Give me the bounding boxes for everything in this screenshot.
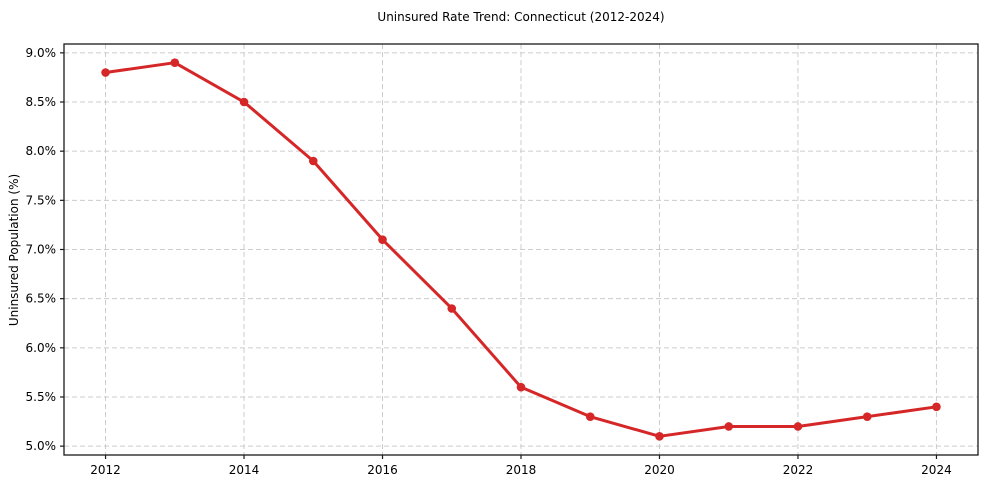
x-tick-label: 2014 [229, 463, 260, 477]
data-point [793, 422, 803, 431]
data-point [239, 97, 249, 107]
data-point [862, 412, 872, 421]
data-point [447, 304, 457, 313]
data-point [655, 432, 664, 441]
data-point [932, 402, 941, 412]
y-tick-label: 6.0% [26, 341, 57, 355]
y-tick-label: 5.0% [26, 439, 57, 453]
data-point [724, 422, 734, 431]
x-tick-label: 2024 [921, 463, 952, 477]
y-tick-label: 6.5% [26, 292, 57, 306]
data-point [378, 235, 387, 244]
x-tick-label: 2018 [506, 463, 537, 477]
data-point [516, 382, 526, 392]
x-tick-label: 2022 [783, 463, 814, 477]
x-tick-label: 2020 [644, 463, 675, 477]
data-point [170, 58, 180, 67]
chart-title: Uninsured Rate Trend: Connecticut (2012-… [377, 10, 665, 24]
data-point [308, 156, 318, 166]
y-tick-label: 5.5% [26, 390, 57, 404]
x-tick-label: 2016 [367, 463, 398, 477]
y-tick-label: 7.0% [26, 243, 57, 257]
y-tick-label: 8.0% [26, 144, 57, 158]
y-tick-label: 8.5% [26, 95, 57, 109]
y-tick-label: 9.0% [26, 46, 57, 60]
y-tick-label: 7.5% [26, 193, 57, 207]
x-tick-label: 2012 [90, 463, 121, 477]
data-point [101, 68, 110, 77]
data-point [585, 412, 595, 421]
